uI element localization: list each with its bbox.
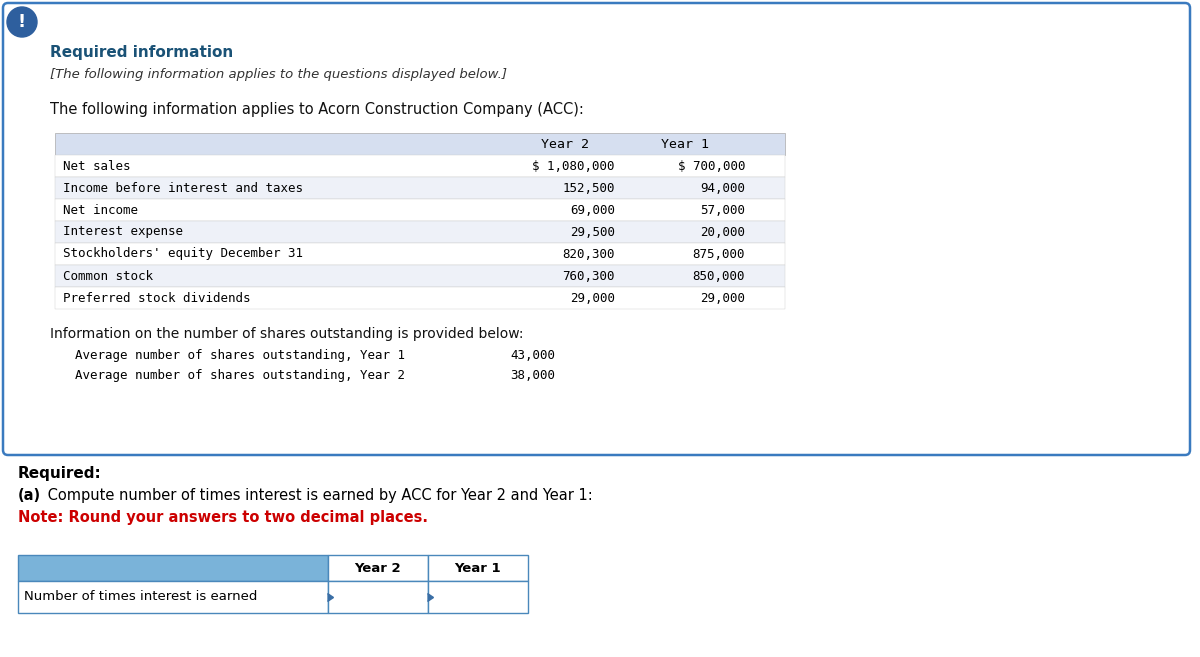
Text: 29,000: 29,000 [700,292,745,304]
Bar [55,243,785,265]
Text: 820,300: 820,300 [563,248,616,260]
Text: Required information: Required information [50,45,233,60]
Text: 43,000: 43,000 [510,349,554,362]
Text: 29,000: 29,000 [570,292,616,304]
Text: $ 700,000: $ 700,000 [678,160,745,173]
Bar [55,155,785,177]
Text: 94,000: 94,000 [700,181,745,194]
Text: 38,000: 38,000 [510,369,554,382]
FancyBboxPatch shape [2,3,1190,455]
Text: Average number of shares outstanding, Year 2: Average number of shares outstanding, Ye… [74,369,406,382]
Circle shape [7,7,37,37]
Text: !: ! [18,13,26,31]
Text: Net income: Net income [64,204,138,217]
Bar [328,555,428,581]
Text: Preferred stock dividends: Preferred stock dividends [64,292,251,304]
Text: Common stock: Common stock [64,269,154,283]
Bar [55,177,785,199]
Text: [The following information applies to the questions displayed below.]: [The following information applies to th… [50,68,508,81]
Text: 875,000: 875,000 [692,248,745,260]
Bar [428,555,528,581]
Text: The following information applies to Acorn Construction Company (ACC):: The following information applies to Aco… [50,102,584,117]
Bar [55,199,785,221]
Text: Required:: Required: [18,466,102,481]
Text: 850,000: 850,000 [692,269,745,283]
Text: 152,500: 152,500 [563,181,616,194]
Text: Year 1: Year 1 [455,562,502,574]
Text: 29,500: 29,500 [570,225,616,238]
Bar [55,133,785,155]
Text: Interest expense: Interest expense [64,225,182,238]
Text: Number of times interest is earned: Number of times interest is earned [24,591,257,604]
Text: Year 1: Year 1 [661,137,709,150]
Text: 760,300: 760,300 [563,269,616,283]
Text: Compute number of times interest is earned by ACC for Year 2 and Year 1:: Compute number of times interest is earn… [43,488,593,503]
Text: Year 2: Year 2 [355,562,401,574]
Text: $ 1,080,000: $ 1,080,000 [533,160,616,173]
Text: Average number of shares outstanding, Year 1: Average number of shares outstanding, Ye… [74,349,406,362]
Bar [18,581,328,613]
Text: 20,000: 20,000 [700,225,745,238]
Bar [55,221,785,243]
Bar [328,581,428,613]
Text: Net sales: Net sales [64,160,131,173]
Text: 57,000: 57,000 [700,204,745,217]
Text: Income before interest and taxes: Income before interest and taxes [64,181,302,194]
Text: (a): (a) [18,488,41,503]
Text: Stockholders' equity December 31: Stockholders' equity December 31 [64,248,302,260]
Bar [428,581,528,613]
Bar [18,555,328,581]
Bar [55,265,785,287]
Text: Information on the number of shares outstanding is provided below:: Information on the number of shares outs… [50,327,523,341]
Text: Note: Round your answers to two decimal places.: Note: Round your answers to two decimal … [18,510,428,525]
Bar [55,287,785,309]
Text: 69,000: 69,000 [570,204,616,217]
Text: Year 2: Year 2 [541,137,589,150]
